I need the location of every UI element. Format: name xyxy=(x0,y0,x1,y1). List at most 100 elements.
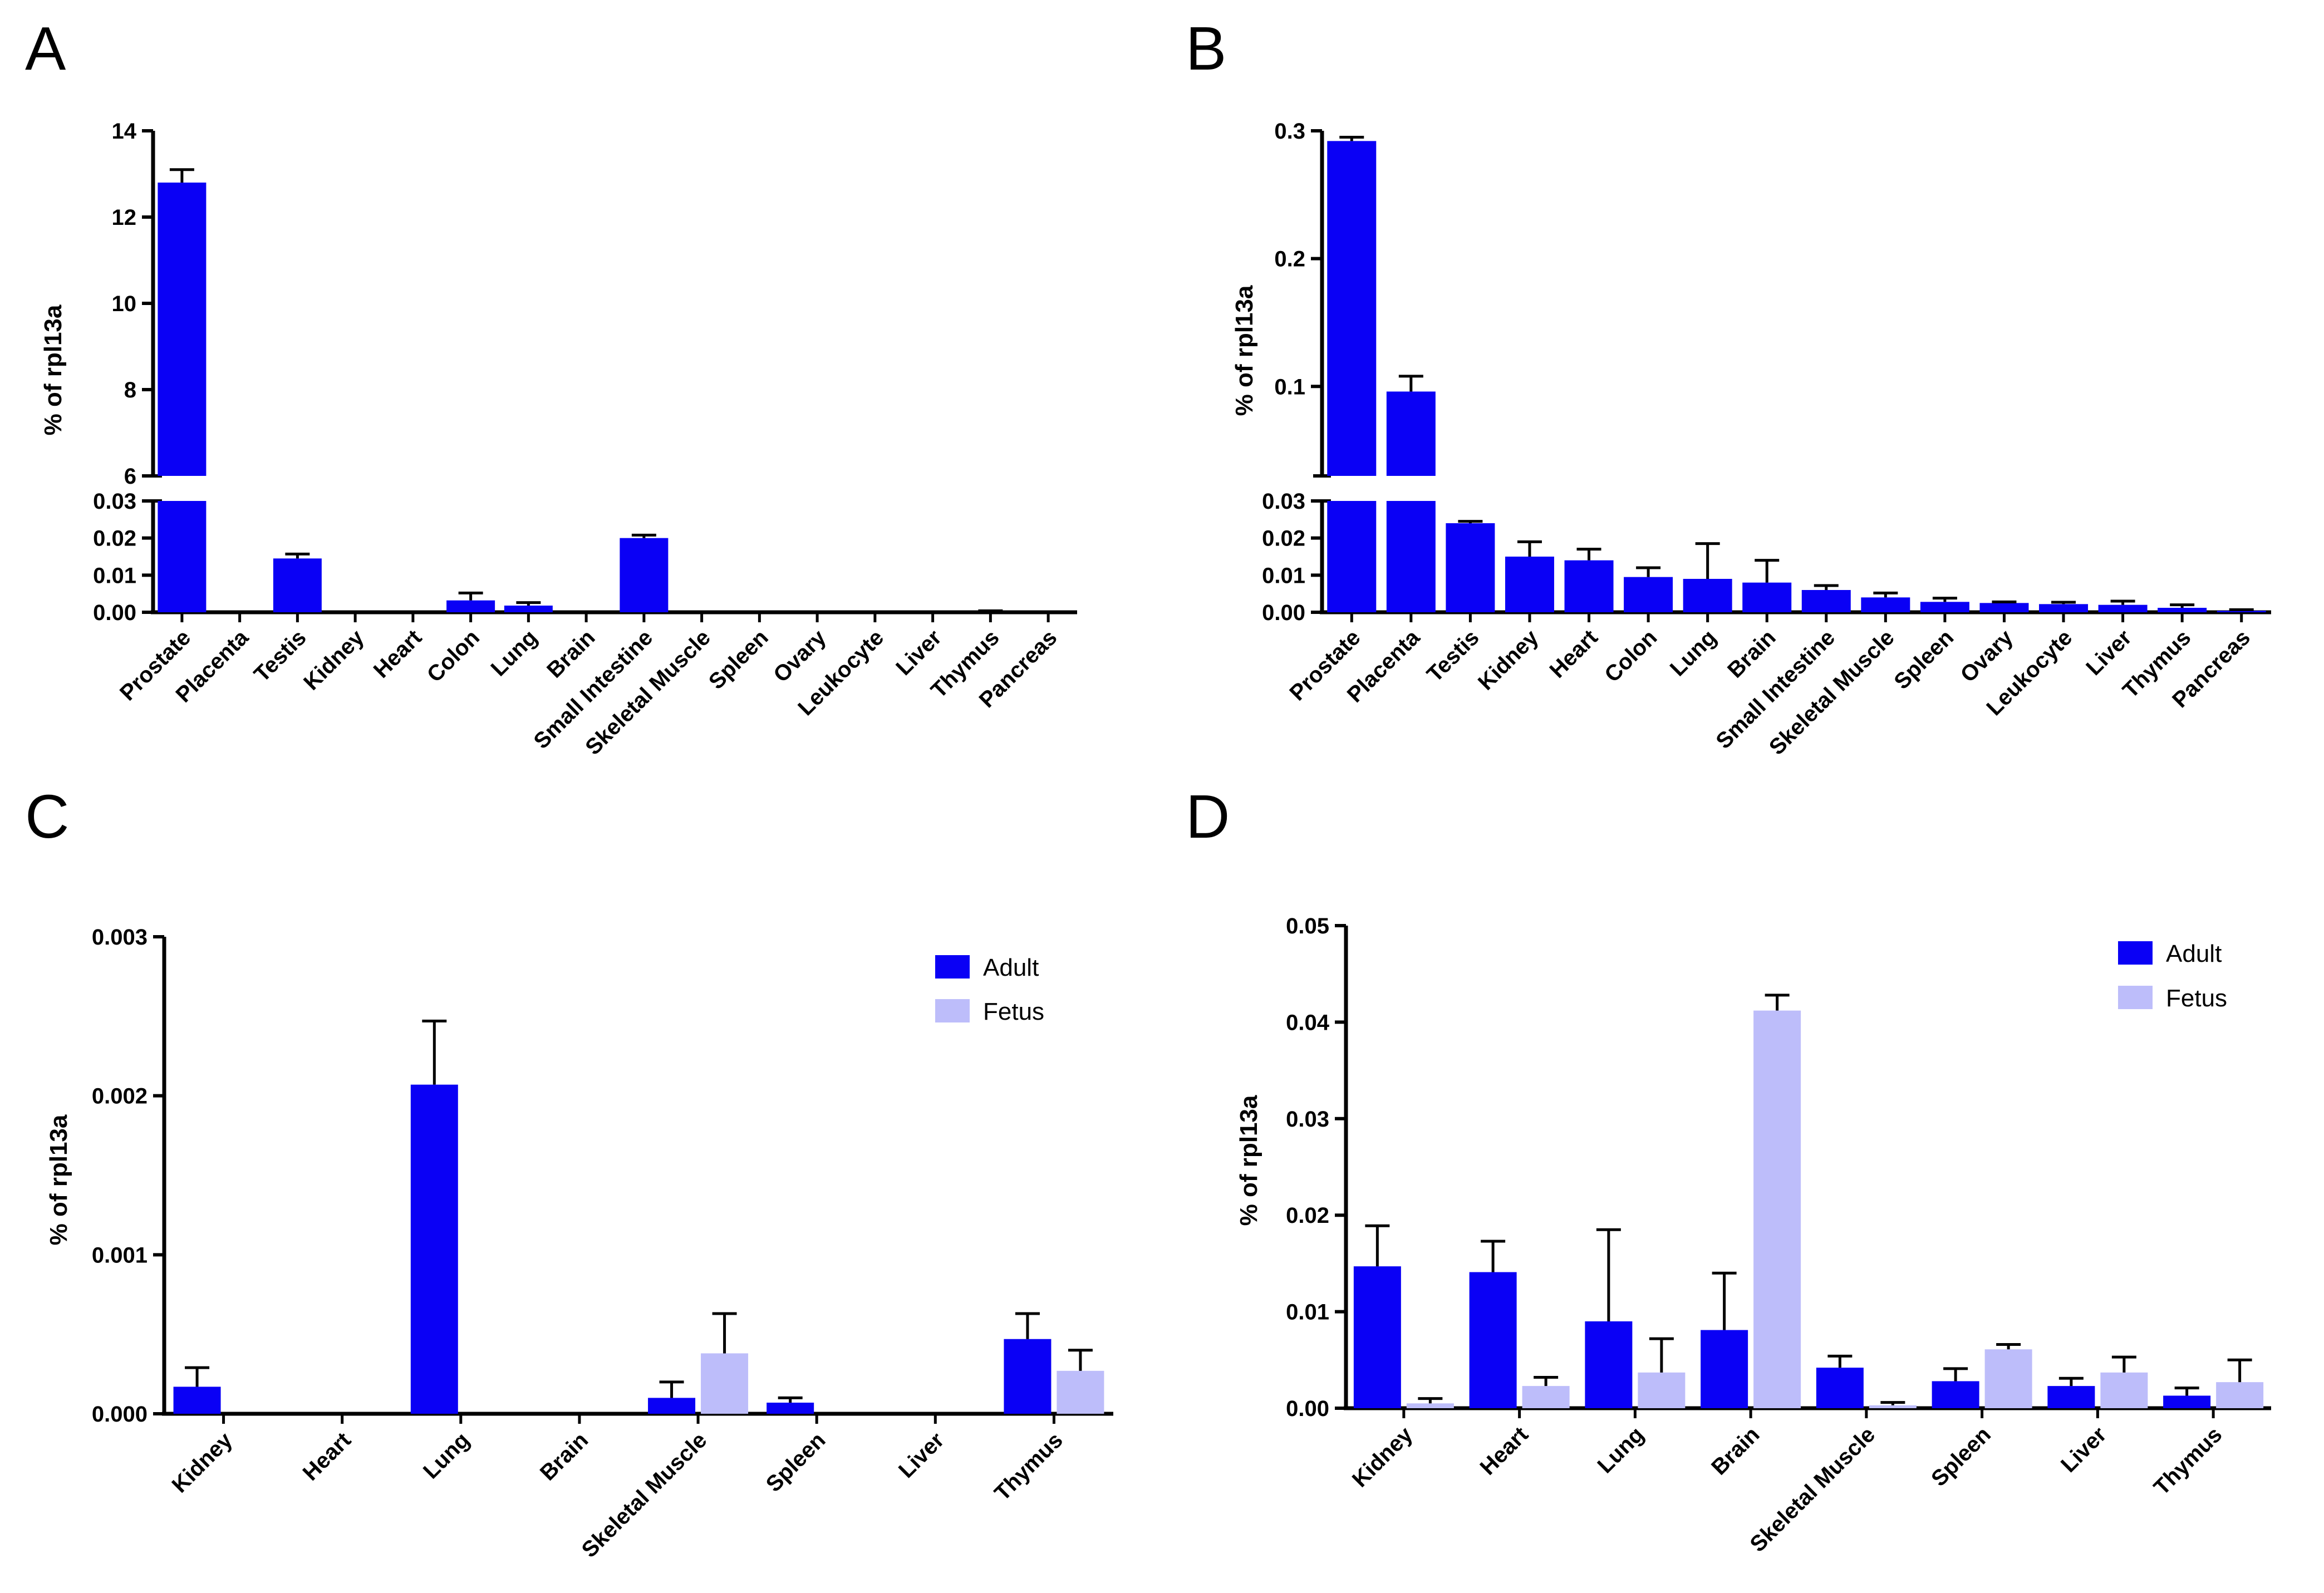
y-tick-label: 14 xyxy=(112,119,137,144)
bar xyxy=(273,558,322,612)
y-tick-label: 0.00 xyxy=(93,601,136,625)
x-tick-label: Spleen xyxy=(1889,625,1958,694)
bar-upper-segment xyxy=(1327,141,1377,476)
bar-fetus xyxy=(1406,1403,1454,1408)
y-tick-label: 0.002 xyxy=(92,1084,148,1109)
y-tick-label: 0.01 xyxy=(93,563,136,588)
bar-lower-segment xyxy=(158,501,207,612)
bar-adult xyxy=(648,1398,696,1414)
bar-adult xyxy=(1004,1339,1052,1414)
bar xyxy=(1742,582,1792,612)
y-tick-label: 0.2 xyxy=(1274,247,1305,272)
bar xyxy=(2217,611,2266,612)
x-tick-label: Kidney xyxy=(299,625,369,695)
x-tick-label: Kidney xyxy=(1473,625,1544,695)
legend-swatch-fetus xyxy=(935,999,970,1022)
y-tick-label: 0.03 xyxy=(93,489,136,514)
x-tick-label: Kidney xyxy=(1348,1422,1418,1492)
bar xyxy=(2039,604,2089,612)
bar-fetus xyxy=(1638,1372,1686,1408)
y-axis-title: % of rpl13a xyxy=(45,1114,72,1245)
x-tick-label: Brain xyxy=(1723,625,1780,682)
bar xyxy=(1920,602,1969,612)
x-tick-label: Colon xyxy=(422,625,484,687)
bar-lower-segment xyxy=(1327,501,1377,612)
panel-letter: A xyxy=(25,14,66,83)
bar-fetus xyxy=(2216,1382,2264,1408)
bar-adult xyxy=(1353,1266,1401,1408)
y-axis-title: % of rpl13a xyxy=(1235,1095,1262,1226)
bar xyxy=(1505,557,1554,612)
bar-adult xyxy=(1585,1321,1633,1408)
y-tick-label: 10 xyxy=(112,292,137,316)
x-tick-label: Lung xyxy=(1593,1422,1649,1478)
bar xyxy=(1624,577,1673,612)
bar-adult xyxy=(1469,1272,1517,1408)
legend-swatch-adult xyxy=(935,955,970,979)
x-tick-label: Skeletal Muscle xyxy=(577,1428,712,1562)
bar xyxy=(1564,560,1614,612)
bar-upper-segment xyxy=(1386,391,1436,476)
bar xyxy=(1801,590,1851,612)
y-tick-label: 12 xyxy=(112,205,137,230)
x-tick-label: Heart xyxy=(298,1428,356,1485)
y-tick-label: 0.000 xyxy=(92,1402,148,1427)
x-tick-label: Brain xyxy=(535,1428,593,1485)
y-tick-label: 0.1 xyxy=(1274,375,1305,399)
y-tick-label: 0.03 xyxy=(1262,489,1305,514)
legend-label-adult: Adult xyxy=(983,954,1039,981)
y-tick-label: 0.02 xyxy=(1286,1203,1329,1228)
bar xyxy=(1446,523,1495,612)
x-tick-label: Spleen xyxy=(704,625,773,694)
bar-adult xyxy=(173,1386,221,1414)
bar-adult xyxy=(767,1403,814,1414)
y-tick-label: 0.04 xyxy=(1286,1010,1330,1035)
x-tick-label: Liver xyxy=(2081,625,2136,680)
y-tick-label: 0.3 xyxy=(1274,119,1305,144)
x-tick-label: Spleen xyxy=(761,1428,831,1497)
legend-swatch-adult xyxy=(2118,941,2153,965)
y-axis-title: % of rpl13a xyxy=(1231,285,1258,416)
y-tick-label: 0.05 xyxy=(1286,914,1329,938)
bar xyxy=(1861,597,1910,612)
bar xyxy=(620,538,669,612)
bar xyxy=(1979,603,2029,612)
y-tick-label: 0.02 xyxy=(93,527,136,551)
y-tick-label: 6 xyxy=(124,464,136,489)
x-tick-label: Lung xyxy=(487,625,542,681)
bar-adult xyxy=(2047,1386,2095,1408)
x-tick-label: Kidney xyxy=(168,1428,238,1498)
x-tick-label: Thymus xyxy=(2149,1422,2227,1500)
bar xyxy=(2158,608,2207,612)
bar-fetus xyxy=(1057,1370,1104,1414)
panel-a: A% of rpl13a0.000.010.020.0368101214Pros… xyxy=(25,14,1077,760)
x-tick-label: Colon xyxy=(1600,625,1662,687)
bar xyxy=(2098,604,2148,612)
bar xyxy=(446,600,495,612)
legend-swatch-fetus xyxy=(2118,986,2153,1009)
x-tick-label: Heart xyxy=(369,625,426,682)
panel-c: C % of rpl13a 0.000 0.001 0.002 0.003 Kidney He… xyxy=(25,783,1113,1562)
bar-adult xyxy=(410,1084,458,1414)
x-tick-label: Skeletal Muscle xyxy=(1745,1422,1880,1557)
y-tick-label: 0.00 xyxy=(1286,1397,1329,1421)
x-tick-label: Liver xyxy=(2056,1422,2111,1477)
bar-fetus xyxy=(1522,1386,1570,1408)
bar-fetus xyxy=(701,1353,749,1414)
panel-letter: C xyxy=(25,783,69,851)
y-axis-title: % of rpl13a xyxy=(40,304,67,435)
x-tick-label: Spleen xyxy=(1927,1422,1996,1491)
y-tick-label: 0.01 xyxy=(1262,563,1305,588)
bar-lower-segment xyxy=(1386,501,1436,612)
bar-upper-segment xyxy=(158,183,207,476)
x-tick-label: Lung xyxy=(1665,625,1721,681)
panel-b: B% of rpl13a0.000.010.020.030.10.20.3Pro… xyxy=(1186,14,2271,760)
bar-adult xyxy=(1701,1330,1748,1408)
panel-d: D % of rpl13a 0.00 0.01 0.02 0.03 0.04 0.05 Kidn… xyxy=(1186,783,2271,1557)
x-tick-label: Thymus xyxy=(990,1428,1068,1506)
bar xyxy=(1683,579,1732,612)
legend-label-adult: Adult xyxy=(2166,940,2222,967)
x-tick-label: Brain xyxy=(1707,1422,1764,1479)
bar-adult xyxy=(1932,1381,1979,1408)
y-tick-label: 0.003 xyxy=(92,925,148,950)
